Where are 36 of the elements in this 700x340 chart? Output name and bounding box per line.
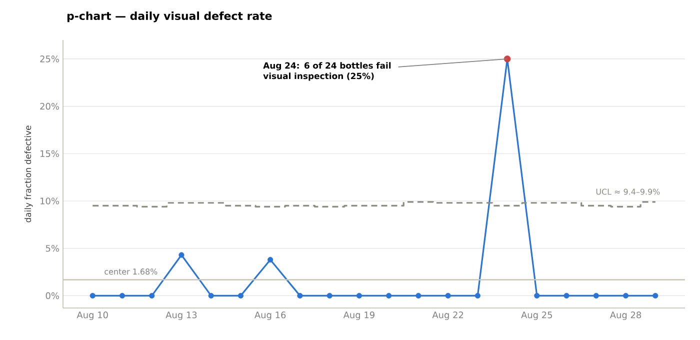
x-tick-label: Aug 22 (432, 312, 464, 320)
point (593, 292, 599, 298)
y-axis-title: daily fraction defective (24, 126, 33, 222)
point (386, 292, 392, 298)
x-tick-label: Aug 28 (610, 312, 642, 320)
point (445, 292, 451, 298)
point (622, 292, 629, 298)
point (534, 292, 540, 298)
x-tick-label: Aug 16 (254, 312, 286, 320)
point (297, 292, 303, 298)
point (238, 292, 244, 298)
y-tick-label: 20% (40, 102, 59, 110)
point (178, 252, 184, 258)
y-tick-label: 10% (40, 198, 59, 204)
y-tick-label: 15% (40, 150, 59, 158)
point (208, 292, 214, 298)
point (326, 292, 332, 298)
point (356, 292, 362, 298)
point (268, 256, 274, 262)
point (416, 292, 422, 298)
point (119, 292, 126, 298)
point (90, 292, 96, 298)
y-tick-label: 25% (40, 56, 59, 62)
x-tick-label: Aug 25 (521, 312, 552, 320)
point (564, 292, 570, 298)
chart-title: p-chart — daily visual defect rate (67, 12, 272, 22)
point (504, 56, 511, 62)
x-tick-label: Aug 10 (76, 312, 108, 320)
x-tick-label: Aug 19 (343, 312, 374, 320)
annotation: Aug 24: 6 of 24 bottles fail visual inspection (25%) (263, 62, 391, 81)
point (652, 292, 658, 298)
y-tick-label: 0% (46, 292, 59, 300)
point (149, 292, 155, 298)
point (474, 292, 480, 298)
y-tick-label: 5% (46, 244, 59, 252)
x-tick-label: Aug 13 (166, 312, 197, 320)
